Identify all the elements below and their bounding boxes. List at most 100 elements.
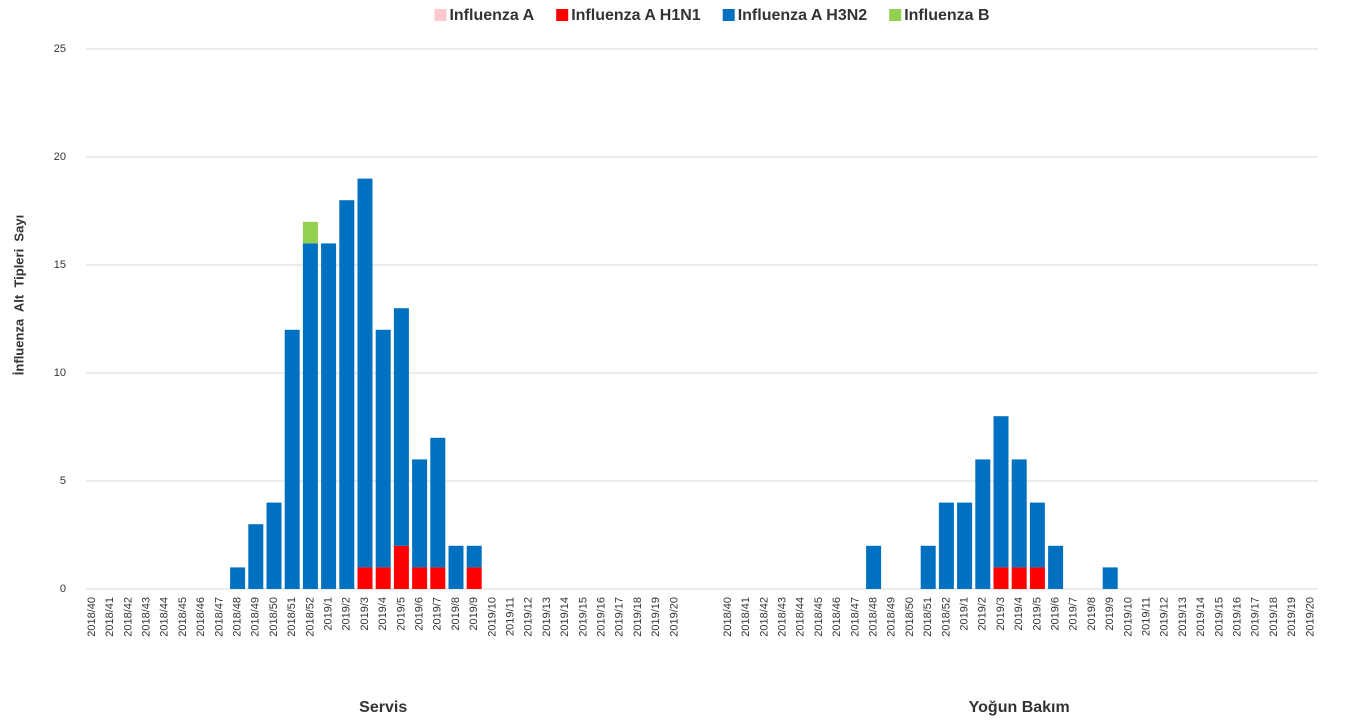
x-tick-label: 2018/42 — [758, 597, 770, 637]
x-tick-label: 2018/50 — [904, 597, 916, 637]
x-tick-label: 2019/8 — [1086, 597, 1098, 631]
legend-label: Influenza A — [449, 7, 534, 24]
bar-segment — [1029, 567, 1045, 589]
bar-segment — [302, 221, 318, 244]
y-tick-label: 0 — [60, 583, 66, 595]
x-tick-label: 2018/50 — [268, 597, 280, 637]
bar-segment — [412, 567, 428, 589]
y-tick-label: 25 — [54, 43, 66, 55]
x-tick-label: 2019/19 — [650, 597, 662, 637]
x-tick-label: 2019/12 — [1159, 597, 1171, 637]
x-tick-label: 2018/48 — [232, 597, 244, 637]
x-tick-label: 2018/40 — [722, 597, 734, 637]
group-label: Servis — [359, 699, 407, 716]
y-tick-label: 5 — [60, 475, 66, 487]
x-tick-label: 2018/43 — [141, 597, 153, 637]
legend-swatch — [722, 9, 735, 21]
bar-segment — [412, 459, 428, 568]
bar-segment — [975, 459, 991, 589]
y-tick-label: 20 — [54, 151, 66, 163]
x-tick-label: 2018/49 — [250, 597, 262, 637]
x-tick-label: 2019/6 — [1050, 597, 1062, 631]
x-tick-label: 2018/45 — [177, 597, 189, 637]
x-tick-label: 2019/2 — [341, 597, 353, 631]
bar-segment — [957, 502, 973, 589]
x-tick-label: 2019/20 — [668, 597, 680, 637]
bar-segment — [1029, 502, 1045, 568]
legend-label: Influenza A H1N1 — [571, 7, 701, 24]
x-tick-label: 2019/13 — [1177, 597, 1189, 637]
x-tick-label: 2018/47 — [849, 597, 861, 637]
bar-segment — [1011, 567, 1027, 589]
x-tick-label: 2019/10 — [486, 597, 498, 637]
x-tick-label: 2019/7 — [1068, 597, 1080, 631]
x-tick-label: 2018/42 — [122, 597, 134, 637]
x-tick-label: 2018/47 — [213, 597, 225, 637]
x-tick-label: 2019/17 — [1250, 597, 1262, 637]
bar-segment — [1011, 459, 1027, 568]
bar-segment — [375, 567, 391, 589]
x-tick-label: 2018/51 — [922, 597, 934, 637]
legend-label: Influenza A H3N2 — [738, 7, 868, 24]
x-tick-label: 2019/12 — [523, 597, 535, 637]
x-tick-label: 2018/41 — [740, 597, 752, 637]
bar-segment — [248, 524, 264, 589]
x-tick-label: 2018/41 — [104, 597, 116, 637]
bar-segment — [230, 567, 246, 589]
x-tick-label: 2018/46 — [195, 597, 207, 637]
x-tick-label: 2019/17 — [614, 597, 626, 637]
x-tick-label: 2018/48 — [868, 597, 880, 637]
x-tick-label: 2018/52 — [940, 597, 952, 637]
bar-segment — [393, 308, 409, 546]
x-tick-label: 2019/8 — [450, 597, 462, 631]
x-tick-label: 2019/15 — [577, 597, 589, 637]
x-tick-label: 2019/1 — [323, 597, 335, 631]
x-tick-label: 2018/49 — [886, 597, 898, 637]
bar-segment — [284, 329, 300, 589]
bar-segment — [321, 243, 337, 589]
x-tick-label: 2018/44 — [795, 597, 807, 637]
legend-swatch — [434, 9, 447, 21]
bar-segment — [1102, 567, 1118, 589]
x-tick-label: 2019/14 — [559, 597, 571, 637]
x-tick-label: 2019/14 — [1195, 597, 1207, 637]
x-tick-label: 2018/52 — [304, 597, 316, 637]
legend: Influenza A Influenza A H1N1 Influenza A H… — [434, 7, 990, 24]
x-tick-label: 2018/46 — [831, 597, 843, 637]
y-tick-label: 10 — [54, 367, 66, 379]
legend-swatch — [889, 9, 902, 21]
x-tick-label: 2019/2 — [977, 597, 989, 631]
x-tick-label: 2019/5 — [1031, 597, 1043, 631]
y-axis-label: İnfluenza Alt Tipleri Sayı — [11, 215, 26, 375]
x-tick-label: 2019/20 — [1304, 597, 1316, 637]
x-tick-label: 2018/43 — [777, 597, 789, 637]
bar-segment — [430, 437, 446, 568]
x-tick-label: 2019/1 — [959, 597, 971, 631]
bar-segment — [866, 545, 882, 589]
x-tick-label: 2019/7 — [432, 597, 444, 631]
x-tick-label: 2019/9 — [1104, 597, 1116, 631]
x-tick-label: 2019/3 — [359, 597, 371, 631]
x-tick-label: 2019/6 — [414, 597, 426, 631]
x-tick-label: 2018/51 — [286, 597, 298, 637]
x-tick-label: 2019/15 — [1213, 597, 1225, 637]
bar-segment — [375, 329, 391, 568]
bar-segment — [920, 545, 936, 589]
x-tick-label: 2019/10 — [1122, 597, 1134, 637]
x-tick-label: 2019/9 — [468, 597, 480, 631]
x-tick-label: 2019/13 — [541, 597, 553, 637]
legend-label: Influenza B — [904, 7, 989, 24]
x-tick-label: 2018/45 — [813, 597, 825, 637]
bar-segment — [357, 178, 373, 568]
x-tick-label: 2019/5 — [395, 597, 407, 631]
legend-swatch — [556, 9, 569, 21]
y-tick-label: 15 — [54, 259, 66, 271]
x-tick-label: 2019/18 — [1268, 597, 1280, 637]
x-tick-label: 2019/16 — [1232, 597, 1244, 637]
bar-segment — [357, 567, 373, 589]
x-tick-label: 2019/18 — [632, 597, 644, 637]
bar-segment — [339, 200, 355, 589]
x-tick-label: 2018/44 — [159, 597, 171, 637]
bar-segment — [448, 545, 464, 589]
